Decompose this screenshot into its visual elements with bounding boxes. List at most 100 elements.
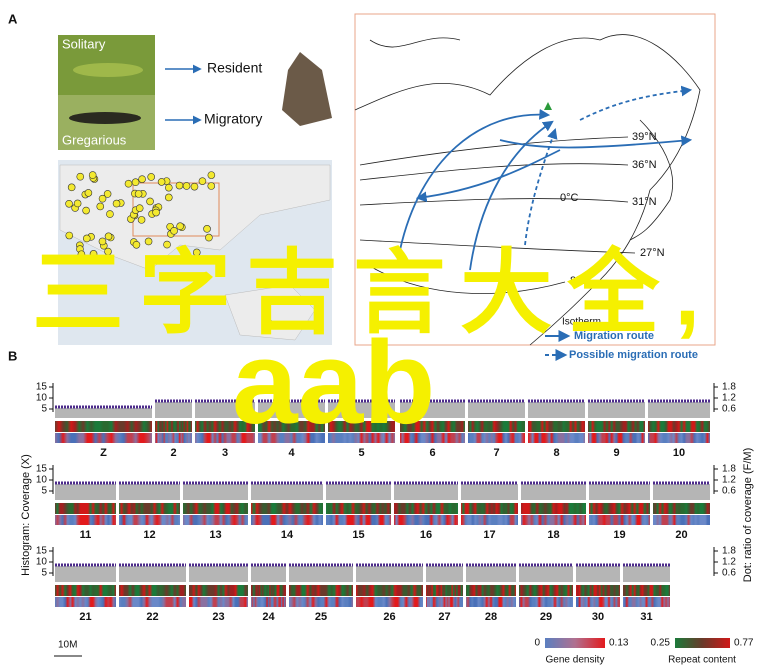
coverage-histogram xyxy=(461,484,518,500)
gene-track xyxy=(623,597,670,607)
dot xyxy=(205,233,213,242)
repeat-track xyxy=(623,585,670,596)
gene-track xyxy=(653,515,710,525)
dot xyxy=(146,197,154,206)
dot xyxy=(182,182,191,190)
chromosome-label: 23 xyxy=(212,611,224,623)
repeat-track xyxy=(155,421,192,432)
marker xyxy=(544,102,552,110)
coverage-histogram xyxy=(466,566,516,582)
repeat-track xyxy=(461,503,518,514)
legend-min: 0.25 xyxy=(651,638,671,649)
dot xyxy=(207,171,216,179)
coverage-histogram xyxy=(394,484,458,500)
dot xyxy=(103,190,112,198)
dot xyxy=(89,250,98,258)
dot xyxy=(203,225,211,233)
dot xyxy=(124,179,133,188)
chromosome-label: 19 xyxy=(613,529,625,541)
dot xyxy=(135,204,144,212)
repeat-track xyxy=(183,503,248,514)
moth xyxy=(282,52,332,126)
repeat-track xyxy=(528,421,585,432)
coverage-histogram xyxy=(251,484,323,500)
left-tick: 10 xyxy=(36,475,48,486)
legend-min: 0 xyxy=(534,638,540,649)
chromosome-label: 30 xyxy=(592,611,604,623)
inset-map xyxy=(354,13,716,346)
dot xyxy=(132,240,141,249)
coverage-histogram xyxy=(521,484,586,500)
chromosome-label: 3 xyxy=(222,447,228,459)
axis-label: Dot: ratio of coverage (F/M) xyxy=(742,448,754,583)
repeat-track xyxy=(356,585,423,596)
repeat-track xyxy=(189,585,248,596)
coverage-histogram xyxy=(400,402,465,418)
chromosome-label: 9 xyxy=(613,447,619,459)
locust-dark xyxy=(69,112,141,124)
coverage-histogram xyxy=(119,566,186,582)
gene-track xyxy=(326,515,391,525)
gene-track xyxy=(589,515,650,525)
dot xyxy=(65,231,74,240)
chromosome-label: 29 xyxy=(540,611,552,623)
gene-track xyxy=(468,433,525,443)
dot xyxy=(98,194,107,203)
dot xyxy=(73,199,82,208)
dot xyxy=(164,183,173,192)
dot xyxy=(131,178,140,187)
coverage-histogram xyxy=(55,566,116,582)
phase-label: Resident xyxy=(207,60,262,76)
repeat-track xyxy=(648,421,710,432)
chromosome-label: 17 xyxy=(483,529,495,541)
repeat-track xyxy=(119,503,180,514)
dot xyxy=(163,240,171,249)
legend-title: Repeat content xyxy=(668,655,736,666)
repeat-track xyxy=(519,585,573,596)
chromosome-label: 28 xyxy=(485,611,497,623)
repeat-track xyxy=(394,503,458,514)
coastline xyxy=(354,34,701,346)
repeat-track xyxy=(258,421,325,432)
legend-label: Migration route xyxy=(574,330,654,342)
repeat-track xyxy=(195,421,255,432)
repeat-track xyxy=(426,585,463,596)
repeat-track xyxy=(521,503,586,514)
left-tick: 15 xyxy=(36,382,48,393)
gene-track xyxy=(55,433,152,443)
dot xyxy=(152,208,160,217)
panel-label: A xyxy=(8,11,18,26)
repeat-track xyxy=(119,585,186,596)
dot xyxy=(170,227,178,235)
coverage-histogram xyxy=(251,566,286,582)
latitude-label: 39°N xyxy=(632,131,657,143)
right-tick: 1.2 xyxy=(722,557,736,568)
dot xyxy=(190,182,199,191)
dot xyxy=(134,190,143,198)
repeat-track xyxy=(400,421,465,432)
repeat-track xyxy=(251,503,323,514)
gene-track xyxy=(394,515,458,525)
gene-track xyxy=(521,515,586,525)
right-tick: 0.6 xyxy=(722,404,736,415)
dot xyxy=(98,237,107,246)
coverage-histogram xyxy=(653,484,710,500)
coverage-histogram xyxy=(426,566,463,582)
land xyxy=(59,164,331,271)
repeat-track xyxy=(653,503,710,514)
left-tick: 15 xyxy=(36,464,48,475)
coverage-histogram xyxy=(289,566,353,582)
dot xyxy=(104,232,113,241)
coverage-histogram xyxy=(519,566,573,582)
latitude-label: 31°N xyxy=(632,196,657,208)
chromosome-label: 31 xyxy=(640,611,652,623)
overlay-text: 三字吉言大全, xyxy=(32,242,700,344)
gene-track xyxy=(183,515,248,525)
right-tick: 1.2 xyxy=(722,393,736,404)
dot xyxy=(264,318,272,326)
coverage-histogram xyxy=(356,566,423,582)
coverage-histogram xyxy=(623,566,670,582)
gene-track xyxy=(189,597,248,607)
dot xyxy=(96,202,105,211)
phase-label: Migratory xyxy=(204,111,262,127)
